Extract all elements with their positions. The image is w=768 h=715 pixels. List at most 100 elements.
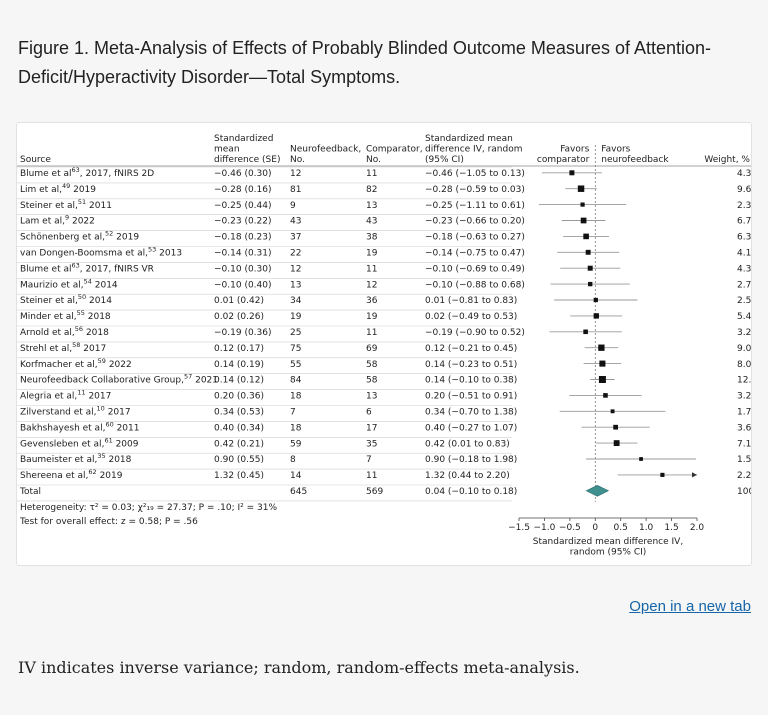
study-point-estimate: [587, 265, 593, 271]
study-comparator-n: 35: [366, 439, 377, 449]
study-source-label: Baumeister et al,35 2018: [20, 452, 132, 465]
study-ci-text: −0.25 (−1.11 to 0.61): [425, 201, 525, 211]
col-header-neurofeedback-n: Neurofeedback,: [290, 145, 361, 155]
study-source-label: Minder et al,55 2018: [20, 309, 111, 322]
study-source-label: Arnold et al,56 2018: [20, 325, 109, 338]
study-ci-text: 0.14 (−0.10 to 0.38): [425, 376, 517, 386]
study-comparator-n: 38: [366, 233, 378, 243]
study-point-estimate: [613, 424, 618, 430]
study-smd-se: 0.12 (0.17): [214, 344, 264, 354]
study-neurofeedback-n: 12: [290, 169, 301, 179]
total-comparator-n: 569: [366, 487, 383, 497]
study-smd-se: −0.10 (0.30): [214, 264, 272, 274]
study-ci-text: 0.90 (−0.18 to 1.98): [425, 455, 517, 465]
x-axis-label: random (95% CI): [570, 548, 647, 558]
study-point-estimate: [660, 472, 665, 477]
study-neurofeedback-n: 84: [290, 376, 302, 386]
study-point-estimate: [599, 360, 606, 367]
study-smd-se: 0.14 (0.19): [214, 360, 264, 370]
favors-comparator-label: comparator: [537, 155, 590, 165]
study-point-estimate: [585, 249, 591, 255]
study-neurofeedback-n: 9: [290, 201, 296, 211]
study-weight: 7.1: [737, 439, 751, 449]
study-point-estimate: [613, 440, 620, 447]
study-ci-text: 0.01 (−0.81 to 0.83): [425, 296, 517, 306]
x-axis-tick-label: 0.5: [614, 523, 628, 533]
study-weight: 9.6: [737, 185, 751, 195]
total-ci-text: 0.04 (−0.10 to 0.18): [425, 487, 517, 497]
x-axis-label: Standardized mean difference IV,: [533, 537, 683, 547]
study-neurofeedback-n: 37: [290, 233, 301, 243]
study-ci-text: −0.10 (−0.88 to 0.68): [425, 280, 525, 290]
study-smd-se: −0.19 (0.36): [214, 328, 272, 338]
study-weight: 6.7: [737, 217, 751, 227]
forest-plot-figure: Source Standardized mean difference (SE) Neu…: [16, 122, 757, 566]
study-source-label: Lim et al,49 2019: [20, 182, 96, 195]
col-header-source: Source: [20, 155, 51, 165]
study-ci-text: 0.34 (−0.70 to 1.38): [425, 408, 517, 418]
favors-neurofeedback-label: Favors: [601, 145, 630, 155]
study-smd-se: −0.28 (0.16): [214, 185, 272, 195]
study-ci-text: 0.02 (−0.49 to 0.53): [425, 312, 517, 322]
study-point-estimate: [593, 313, 599, 319]
study-point-estimate: [577, 185, 585, 192]
study-smd-se: −0.10 (0.40): [214, 280, 272, 290]
study-weight: 3.2: [737, 392, 751, 402]
study-neurofeedback-n: 8: [290, 455, 296, 465]
col-header-smd: Standardized: [214, 134, 273, 144]
study-smd-se: −0.25 (0.44): [214, 201, 272, 211]
study-comparator-n: 17: [366, 423, 377, 433]
study-smd-se: −0.23 (0.22): [214, 217, 272, 227]
study-source-label: Shereena et al,62 2019: [20, 468, 123, 481]
study-smd-se: −0.46 (0.30): [214, 169, 272, 179]
study-source-label: Blume et al63, 2017, fNIRS 2D: [20, 166, 154, 179]
study-smd-se: 0.42 (0.21): [214, 439, 264, 449]
study-smd-se: 0.34 (0.53): [214, 408, 264, 418]
total-neurofeedback-n: 645: [290, 487, 307, 497]
study-neurofeedback-n: 55: [290, 360, 301, 370]
study-weight: 1.7: [737, 408, 751, 418]
overall-effect-text: Test for overall effect: z = 0.58; P = .…: [19, 517, 198, 527]
study-point-estimate: [583, 329, 588, 335]
study-weight: 1.5: [737, 455, 751, 465]
favors-comparator-label: Favors: [560, 145, 589, 155]
study-source-label: Korfmacher et al,59 2022: [20, 357, 132, 370]
study-ci-text: −0.18 (−0.63 to 0.27): [425, 233, 525, 243]
heterogeneity-text: Heterogeneity: τ² = 0.03; χ²₁₉ = 27.37; …: [20, 503, 278, 513]
study-comparator-n: 11: [366, 264, 377, 274]
study-source-label: Strehl et al,58 2017: [20, 341, 106, 354]
study-smd-se: 0.01 (0.42): [214, 296, 264, 306]
study-comparator-n: 11: [366, 328, 377, 338]
study-ci-text: 0.42 (0.01 to 0.83): [425, 439, 510, 449]
study-smd-se: 1.32 (0.45): [214, 471, 264, 481]
col-header-weight: Weight, %: [704, 155, 750, 165]
x-axis-tick-label: 0: [592, 523, 598, 533]
col-header-smd: mean: [214, 145, 240, 155]
study-weight: 4.3: [737, 169, 751, 179]
col-header-ci: difference IV, random: [425, 145, 522, 155]
study-source-label: Bakhshayesh et al,60 2011: [20, 420, 139, 433]
ci-arrow: [692, 472, 697, 478]
study-smd-se: −0.14 (0.31): [214, 249, 272, 259]
study-point-estimate: [588, 281, 593, 287]
study-neurofeedback-n: 12: [290, 264, 301, 274]
open-in-new-tab-link[interactable]: Open in a new tab: [629, 598, 751, 615]
study-source-label: Alegria et al,11 2017: [20, 389, 111, 402]
study-source-label: Zilverstand et al,10 2017: [20, 405, 131, 418]
study-neurofeedback-n: 59: [290, 439, 302, 449]
total-weight: 100: [737, 487, 751, 497]
study-comparator-n: 19: [366, 249, 378, 259]
study-ci-text: −0.19 (−0.90 to 0.52): [425, 328, 525, 338]
favors-neurofeedback-label: neurofeedback: [601, 155, 669, 165]
col-header-comparator-n: Comparator,: [366, 145, 423, 155]
study-source-label: Neurofeedback Collaborative Group,57 202…: [20, 373, 218, 386]
study-comparator-n: 58: [366, 376, 378, 386]
study-weight: 3.2: [737, 328, 751, 338]
study-smd-se: 0.90 (0.55): [214, 455, 264, 465]
study-weight: 4.3: [737, 264, 751, 274]
study-weight: 2.5: [737, 296, 751, 306]
study-weight: 8.0: [737, 360, 751, 370]
study-neurofeedback-n: 18: [290, 423, 302, 433]
study-weight: 2.3: [737, 201, 751, 211]
